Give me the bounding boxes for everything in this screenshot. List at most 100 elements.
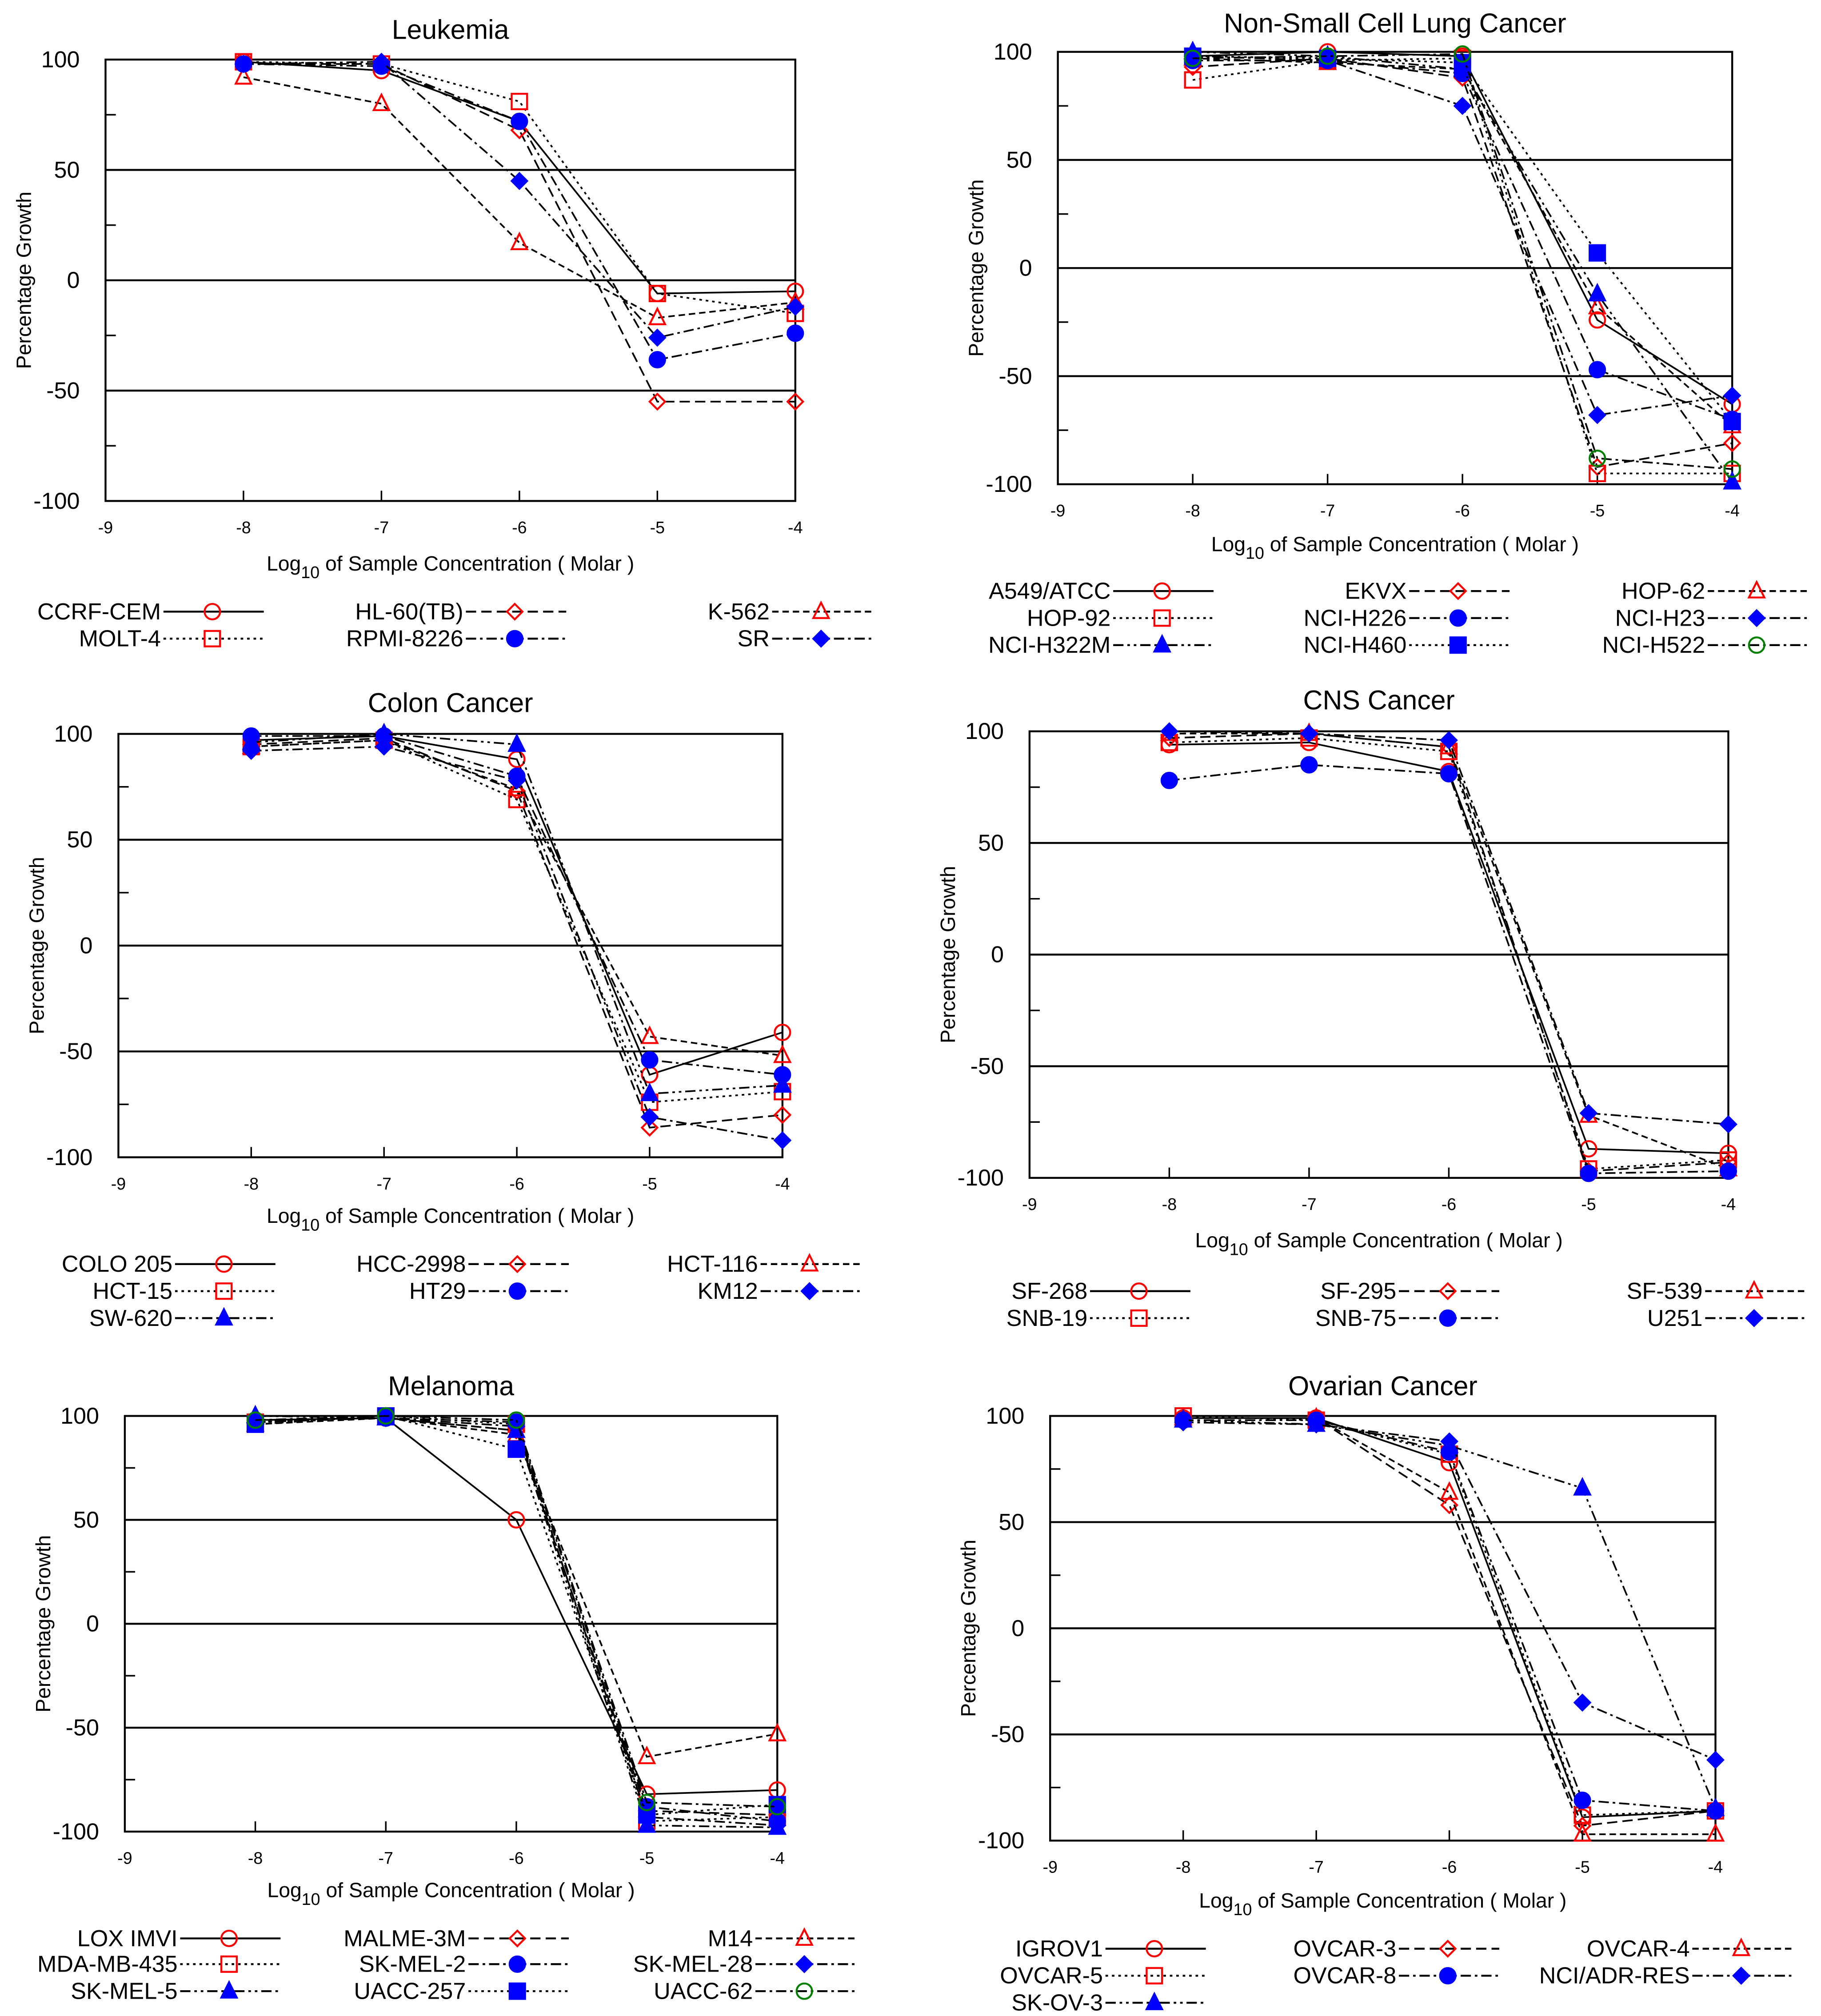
y-tick-label: 0 [67, 267, 80, 293]
legend-entry: SK-MEL-28 [633, 1952, 856, 1977]
legend-marker [1146, 1940, 1163, 1958]
legend-marker [1153, 609, 1171, 627]
x-axis-label: Log10 of Sample Concentration ( Molar ) [1211, 532, 1579, 562]
legend-marker [508, 1982, 526, 2000]
legend-label: COLO 205 [62, 1251, 172, 1277]
series-m14 [246, 1407, 787, 1764]
data-point [1706, 1823, 1725, 1842]
chart-title: Colon Cancer [368, 687, 533, 718]
series-nci-h23 [1183, 47, 1741, 424]
y-tick-label: -50 [991, 1722, 1024, 1748]
legend-label: SF-268 [1011, 1278, 1087, 1304]
data-point [1723, 413, 1741, 431]
legend-label: SF-295 [1320, 1278, 1396, 1304]
series-line [255, 1415, 778, 1816]
data-point [372, 92, 391, 112]
series-line [1183, 1417, 1716, 1827]
legend-marker [1747, 580, 1766, 599]
legend-marker [795, 1955, 814, 1973]
y-tick-label: 100 [986, 1403, 1024, 1429]
x-axis-label-part: of Sample Concentration ( Molar ) [320, 1879, 635, 1902]
legend-marker [1439, 1309, 1457, 1327]
data-point [511, 112, 528, 130]
y-tick-label: 50 [978, 830, 1004, 856]
data-point [1719, 1115, 1737, 1134]
legend-label: RPMI-8226 [346, 626, 463, 652]
x-tick-label: -4 [775, 1174, 790, 1193]
legend-marker [1145, 1992, 1164, 2010]
series-line [255, 1417, 778, 1826]
series-line [251, 739, 783, 1103]
legend-label: SNB-19 [1006, 1305, 1088, 1331]
legend-entry: SR [737, 626, 873, 652]
legend-label: HL-60(TB) [355, 599, 463, 625]
y-tick-label: -100 [46, 1145, 92, 1170]
legend-entry: HCT-116 [667, 1251, 861, 1277]
legend-label: HT29 [409, 1278, 466, 1304]
data-point [1579, 1104, 1598, 1122]
x-axis-label-part: Log [1195, 1229, 1230, 1252]
series-nci-adr-res [1174, 1413, 1725, 1769]
legend-label: OVCAR-4 [1587, 1936, 1690, 1962]
legend-label: HCT-15 [92, 1278, 172, 1304]
legend-marker [508, 1282, 526, 1300]
legend-label: NCI-H23 [1615, 605, 1705, 631]
data-point [247, 1411, 264, 1429]
x-tick-label: -8 [1176, 1858, 1190, 1876]
data-point [1307, 1413, 1326, 1432]
legend-label: SF-539 [1627, 1278, 1703, 1304]
legend-label: K-562 [708, 599, 770, 625]
legend-entry: SNB-19 [1006, 1305, 1190, 1331]
plot-frame [1028, 730, 1729, 1179]
data-point [773, 1106, 792, 1124]
legend-label: M14 [708, 1926, 753, 1952]
x-axis-label-part: of Sample Concentration ( Molar ) [1252, 1889, 1566, 1912]
legend-entry: NCI-H522 [1602, 632, 1809, 658]
series-ovcar-3 [1174, 1409, 1725, 1835]
legend-entry: SF-295 [1320, 1278, 1499, 1304]
x-tick-label: -4 [1708, 1858, 1723, 1876]
series-rpmi-8226 [235, 55, 804, 369]
x-axis-label-subscript: 10 [301, 563, 319, 582]
data-point [507, 771, 526, 790]
data-point [1319, 47, 1337, 65]
series-line [1169, 732, 1729, 1172]
series-snb-19 [1160, 729, 1737, 1178]
legend-entry: A549/ATCC [989, 579, 1214, 604]
chart-panel: Leukemia 100 50 0 -50 -100 -9 -8 -7 -6 -5 -4 Log10 o… [12, 15, 873, 652]
data-point [1184, 49, 1202, 67]
y-tick-label: 50 [1006, 147, 1032, 173]
legend-label: HOP-92 [1027, 605, 1110, 631]
y-axis-label: Percentage Growth [936, 866, 959, 1043]
x-tick-label: -9 [111, 1174, 126, 1193]
legend-marker [800, 1282, 819, 1301]
legend-entry: COLO 205 [62, 1251, 276, 1277]
y-tick-label: -100 [33, 488, 80, 514]
y-tick-label: 0 [1011, 1616, 1024, 1641]
data-point [773, 1044, 792, 1063]
x-axis-label: Log10 of Sample Concentration ( Molar ) [267, 552, 634, 582]
legend-marker [1449, 582, 1467, 600]
legend-label: NCI-H322M [988, 632, 1110, 658]
legend-label: OVCAR-5 [1000, 1963, 1103, 1989]
series-line [251, 746, 783, 1142]
data-point [1573, 1823, 1592, 1842]
data-point [637, 1745, 656, 1764]
y-axis-label: Percentage Growth [12, 192, 36, 369]
legend-entry: RPMI-8226 [346, 626, 567, 652]
series-line [1193, 55, 1733, 422]
legend-label: IGROV1 [1015, 1936, 1103, 1962]
legend-entry: NCI-H23 [1615, 605, 1809, 631]
legend-marker [508, 1929, 527, 1948]
legend-entry: SK-MEL-2 [359, 1952, 569, 1977]
plot-frame [1057, 51, 1733, 485]
legend-entry: OVCAR-4 [1587, 1936, 1793, 1962]
series-line [1169, 732, 1729, 1170]
x-axis-label-subscript: 10 [1230, 1240, 1248, 1259]
y-tick-label: 50 [998, 1509, 1024, 1535]
data-point [1160, 771, 1178, 789]
legend-entry: CCRF-CEM [37, 599, 264, 625]
data-point [375, 723, 394, 742]
data-point [648, 285, 666, 303]
x-tick-label: -9 [117, 1848, 132, 1867]
